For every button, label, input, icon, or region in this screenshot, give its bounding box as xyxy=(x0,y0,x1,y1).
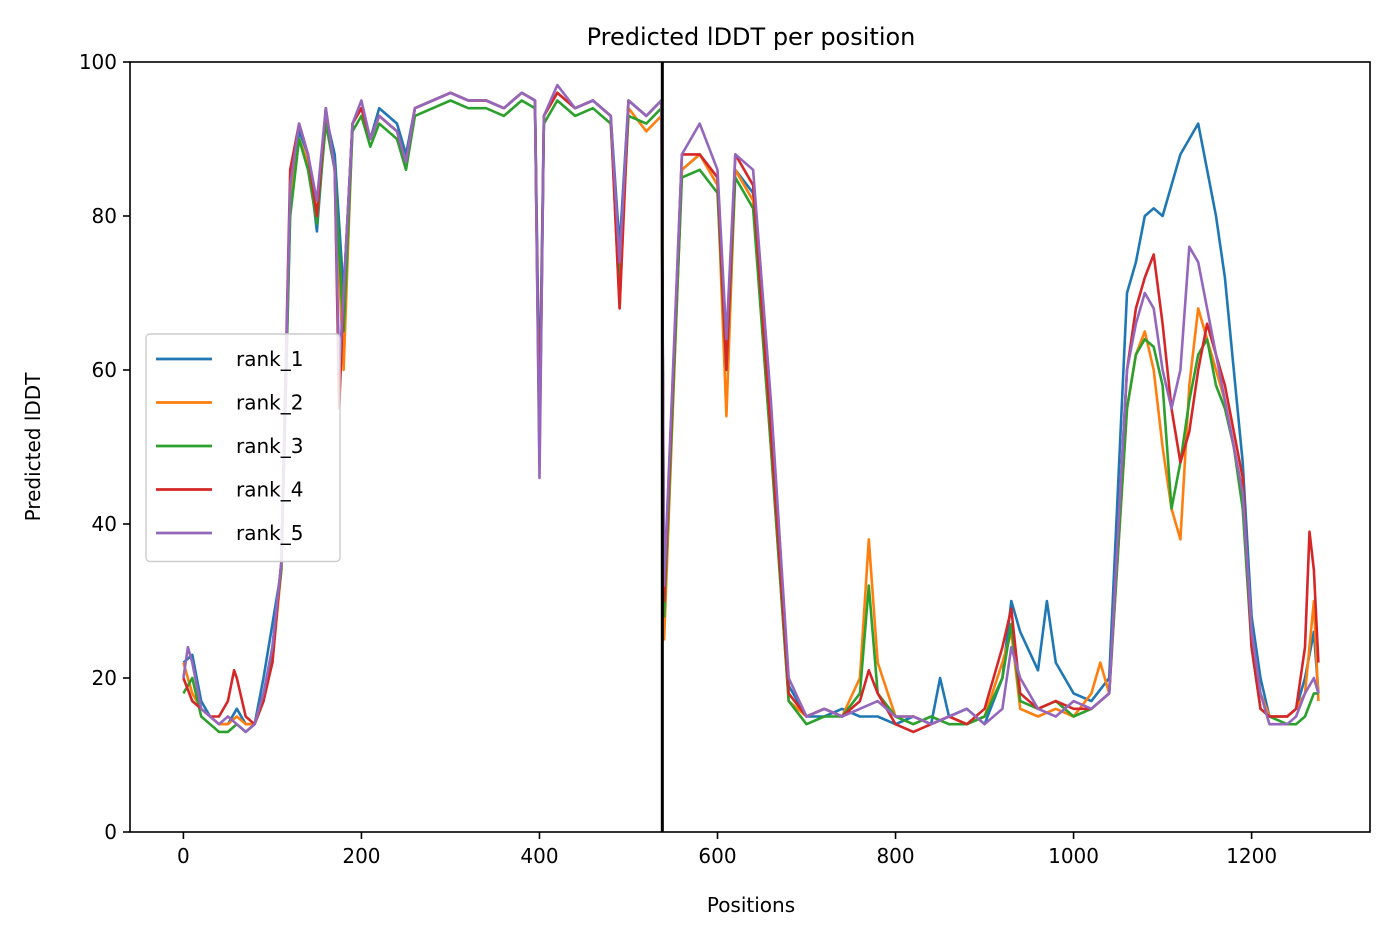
axes-frame xyxy=(129,61,1371,833)
y-axis-label: Predicted lDDT xyxy=(21,372,45,522)
y-tick-label: 80 xyxy=(92,204,117,228)
series-line-rank-5 xyxy=(182,83,1320,734)
legend-box xyxy=(145,333,341,563)
y-tick-label: 40 xyxy=(92,512,117,536)
series-lines xyxy=(182,83,1320,734)
x-tick-label: 400 xyxy=(520,844,558,868)
y-tick-label: 0 xyxy=(104,820,117,844)
y-tick-label: 100 xyxy=(79,50,117,74)
x-tick-label: 1200 xyxy=(1226,844,1277,868)
plot-area xyxy=(182,62,1320,832)
x-tick-label: 600 xyxy=(698,844,736,868)
x-axis-label: Positions xyxy=(707,893,795,917)
legend-label-rank-4: rank_4 xyxy=(236,478,303,502)
x-tick-label: 0 xyxy=(177,844,190,868)
legend: rank_1 rank_2 rank_3 rank_4 rank_5 xyxy=(145,333,341,563)
legend-label-rank-5: rank_5 xyxy=(236,521,303,545)
x-tick-label: 200 xyxy=(342,844,380,868)
axes: 0 200 400 600 800 1000 1200 0 20 40 60 80 100 xyxy=(79,50,1371,868)
x-tick-label: 1000 xyxy=(1048,844,1099,868)
legend-label-rank-2: rank_2 xyxy=(236,391,303,415)
y-tick-label: 60 xyxy=(92,358,117,382)
x-tick-label: 800 xyxy=(876,844,914,868)
chart-title: Predicted lDDT per position xyxy=(587,23,916,51)
y-tick-label: 20 xyxy=(92,666,117,690)
legend-label-rank-3: rank_3 xyxy=(236,434,303,458)
legend-label-rank-1: rank_1 xyxy=(236,347,303,371)
